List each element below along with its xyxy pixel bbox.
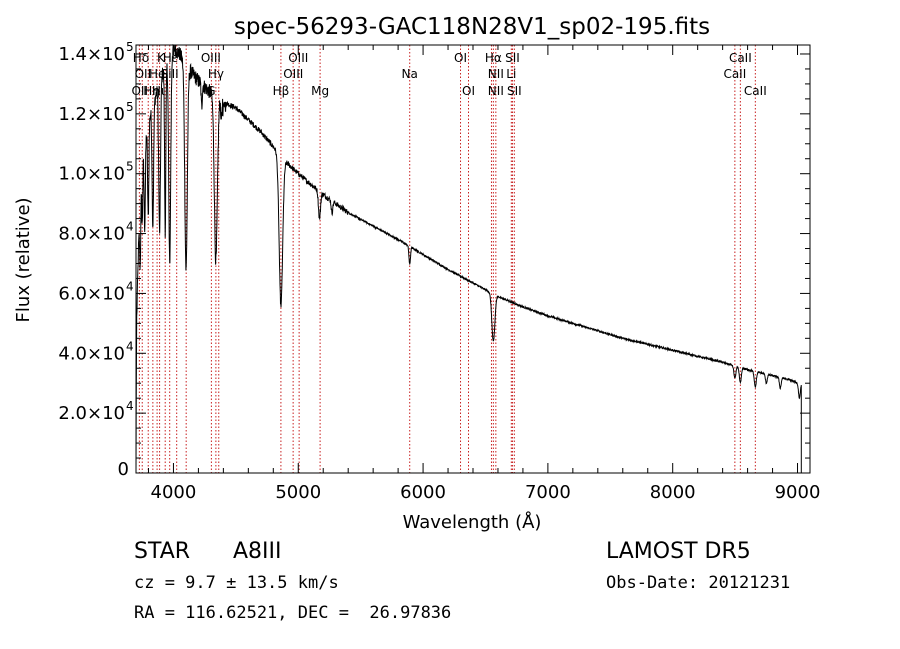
y-tick-label: 1.0×10	[58, 164, 125, 185]
y-tick-label: 1.2×10	[58, 104, 125, 125]
line-label: Li	[506, 67, 516, 81]
line-label: CaII	[729, 51, 752, 65]
line-label: NII	[488, 67, 504, 81]
y-tick-exponent: 4	[126, 399, 134, 413]
y-tick-exponent: 4	[126, 279, 134, 293]
coordinates: RA = 116.62521, DEC = 26.97836	[134, 603, 452, 623]
x-tick-label: 4000	[151, 482, 197, 503]
line-label: SiII	[161, 67, 179, 81]
x-tick-label: 8000	[650, 482, 696, 503]
x-tick-label: 6000	[400, 482, 446, 503]
line-label: CaII	[744, 84, 767, 98]
y-tick-exponent: 4	[126, 220, 134, 234]
y-tick-label: 8.0×10	[58, 224, 125, 245]
obs-date: Obs-Date: 20121231	[606, 573, 791, 593]
line-label: SII	[507, 84, 522, 98]
line-label: Hδ	[133, 51, 149, 65]
x-axis: 4000 5000 6000 7000 8000 9000	[147, 45, 821, 503]
line-label: Hα	[485, 51, 502, 65]
y-tick-label: 1.4×10	[58, 44, 125, 65]
line-label: Mg	[311, 84, 329, 98]
line-label: SII	[505, 51, 520, 65]
line-label: OIII	[288, 51, 308, 65]
line-label: ε	[171, 51, 178, 65]
y-tick-exponent: 5	[126, 160, 134, 174]
y-tick-label: 2.0×10	[58, 403, 125, 424]
line-label: Hι	[152, 84, 165, 98]
x-tick-label: 5000	[275, 482, 321, 503]
line-label: Na	[402, 67, 418, 81]
survey-name: LAMOST DR5	[606, 539, 751, 564]
redshift-text: cz = 9.7 ± 13.5 km/s	[134, 573, 339, 593]
y-tick-exponent: 5	[126, 40, 134, 54]
line-label: CaII	[723, 67, 746, 81]
line-label: NII	[488, 84, 504, 98]
line-label: Hβ	[273, 84, 290, 98]
object-subclass: A8III	[233, 539, 282, 564]
y-axis: 02.0×10 44.0×10 46.0×10 48.0×10 41.0×10 51.2×…	[58, 40, 810, 480]
line-label: K	[157, 51, 166, 65]
y-tick-exponent: 5	[126, 100, 134, 114]
y-tick-label: 0	[118, 459, 129, 480]
object-class: STAR	[134, 539, 191, 564]
y-tick-label: 4.0×10	[58, 343, 125, 364]
line-label: OIII	[201, 51, 221, 65]
line-label: OI	[462, 84, 475, 98]
y-tick-label: 6.0×10	[58, 283, 125, 304]
line-label: OIII	[283, 67, 303, 81]
x-tick-label: 7000	[525, 482, 571, 503]
line-label: Hγ	[208, 67, 224, 81]
spectrum-line	[135, 43, 802, 474]
line-label: OII	[135, 67, 152, 81]
line-label: He	[149, 67, 165, 81]
chart-title: spec-56293-GAC118N28V1_sp02-195.fits	[234, 14, 710, 40]
y-axis-label: Flux (relative)	[13, 197, 34, 322]
reference-lines	[138, 45, 756, 473]
line-label: H	[163, 51, 172, 65]
x-tick-label: 9000	[775, 482, 821, 503]
x-axis-label: Wavelength (Å)	[403, 511, 542, 533]
line-label: OI	[454, 51, 467, 65]
y-tick-exponent: 4	[126, 339, 134, 353]
